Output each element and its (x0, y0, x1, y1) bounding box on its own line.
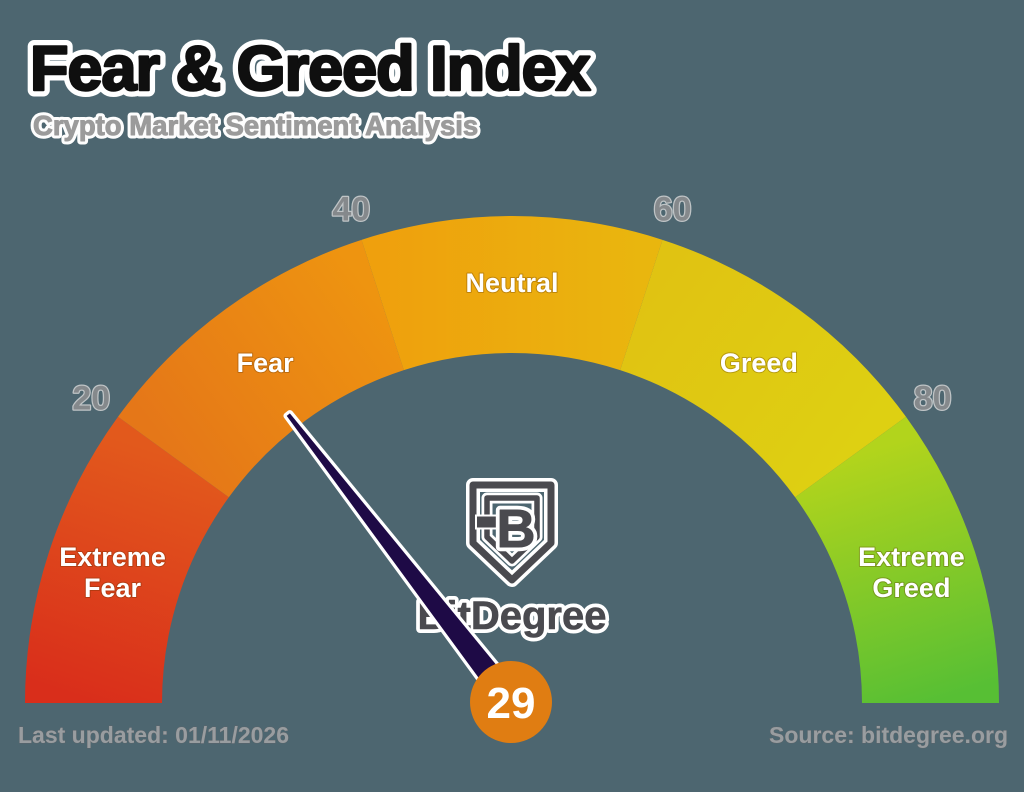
last-updated-text: Last updated: 01/11/2026 (18, 722, 289, 748)
value-badge-circle (470, 661, 552, 743)
text-layer: Fear & Greed Index Fear & Greed Index Cr… (18, 28, 1009, 749)
value-badge-text: 29 (487, 679, 536, 728)
region-label-extreme-fear: Extreme Fear (59, 542, 166, 603)
gauge-tick-labels: 20 40 60 80 (71, 189, 953, 418)
region-label-extreme-greed: Extreme Greed (858, 542, 965, 603)
tick-label-20: 20 (72, 379, 110, 417)
gauge-segments (25, 215, 999, 703)
gauge-segment-extreme-fear (25, 416, 229, 703)
region-label-greed: Greed (720, 348, 798, 378)
gauge-segment-greed (620, 239, 906, 498)
page-title: Fear & Greed Index (30, 34, 591, 104)
page-subtitle: Crypto Market Sentiment Analysis (33, 110, 478, 141)
bitdegree-shield-icon: B B (466, 478, 558, 587)
svg-text:Crypto Market Sentiment Analys: Crypto Market Sentiment Analysis (33, 110, 478, 141)
tick-label-60: 60 (654, 190, 692, 228)
gauge-segment-neutral (361, 215, 663, 371)
gauge-region-labels: Extreme Fear Fear Neutral Greed Extreme Greed (58, 267, 965, 604)
svg-text:Fear & Greed Index: Fear & Greed Index (30, 34, 591, 104)
svg-text:B: B (497, 499, 536, 559)
region-label-neutral: Neutral (465, 268, 558, 298)
gauge-value-badge: 29 (470, 661, 552, 743)
gauge-segment-extreme-greed (795, 416, 999, 703)
tick-label-80: 80 (914, 379, 952, 417)
logo-monogram: B (497, 499, 536, 559)
tick-label-40: 40 (332, 190, 370, 228)
source-text: Source: bitdegree.org (769, 722, 1008, 748)
gauge-segment-fear (118, 239, 404, 498)
region-label-fear: Fear (237, 348, 295, 378)
logo-b-crossbar (475, 514, 500, 530)
